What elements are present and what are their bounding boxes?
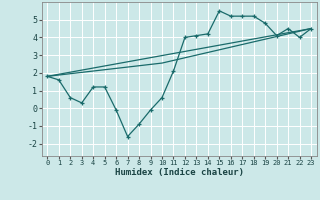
- X-axis label: Humidex (Indice chaleur): Humidex (Indice chaleur): [115, 168, 244, 177]
